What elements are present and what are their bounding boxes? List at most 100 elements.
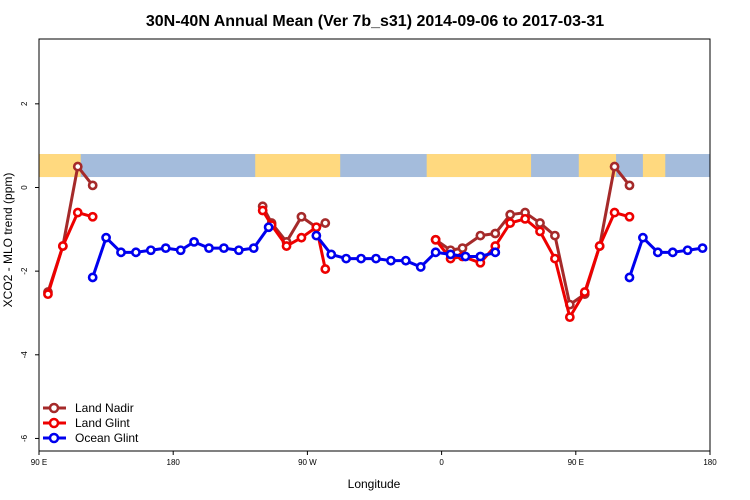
y-tick-label: 0 (20, 185, 29, 190)
data-point-ocean-glint (326, 249, 337, 260)
data-point-ocean-glint (248, 243, 259, 254)
x-axis-label: Longitude (348, 477, 401, 491)
data-point-ocean-glint (697, 243, 708, 254)
data-point-land-glint (296, 232, 307, 243)
y-tick-label: -2 (20, 267, 29, 275)
data-point-ocean-glint (667, 247, 678, 258)
series-line-land-nadir (434, 165, 631, 307)
x-tick-label: 90 W (298, 458, 317, 467)
data-point-land-glint (311, 222, 322, 233)
data-point-ocean-glint (430, 247, 441, 258)
legend-label-ocean-glint: Ocean Glint (75, 431, 139, 445)
map-land-4 (642, 154, 666, 178)
y-tick-label: -4 (20, 351, 29, 359)
data-point-ocean-glint (356, 253, 366, 264)
data-point-ocean-glint (160, 243, 171, 254)
data-point-land-glint (430, 234, 441, 245)
data-point-land-glint (87, 211, 98, 222)
data-point-ocean-glint (87, 272, 98, 283)
data-point-land-nadir (624, 180, 635, 191)
data-point-ocean-glint (175, 245, 186, 256)
data-point-land-nadir (475, 230, 486, 241)
legend: Land Nadir Land Glint Ocean Glint (43, 401, 139, 445)
data-point-ocean-glint (638, 232, 648, 243)
data-point-ocean-glint (263, 222, 274, 233)
data-point-land-nadir (505, 209, 516, 220)
data-point-ocean-glint (116, 247, 126, 258)
data-point-ocean-glint (490, 247, 501, 258)
x-tick-label: 90 E (31, 458, 47, 467)
data-point-land-glint (579, 287, 590, 297)
data-point-land-glint (609, 207, 620, 218)
series-line-land-glint (434, 211, 630, 319)
data-point-ocean-glint (652, 247, 663, 258)
data-point-ocean-glint (218, 243, 229, 254)
map-land-0 (39, 154, 81, 178)
data-point-ocean-glint (311, 230, 322, 241)
data-point-ocean-glint (475, 251, 486, 262)
series-line-land-glint (46, 211, 94, 295)
series-line-ocean-glint (628, 236, 703, 278)
map-strip (39, 154, 710, 178)
data-point-land-glint (43, 289, 53, 300)
data-point-land-nadir (296, 211, 307, 222)
data-point-land-glint (564, 312, 575, 323)
map-ocean (39, 154, 710, 178)
data-point-land-glint (320, 264, 331, 274)
legend-label-land-nadir: Land Nadir (75, 401, 134, 415)
chart-title: 30N-40N Annual Mean (Ver 7b_s31) 2014-09… (146, 13, 604, 30)
data-point-land-glint (257, 205, 268, 216)
data-point-land-glint (550, 253, 560, 264)
data-point-ocean-glint (341, 253, 352, 264)
data-point-ocean-glint (189, 236, 199, 247)
y-axis-label: XCO2 - MLO trend (ppm) (1, 173, 15, 308)
data-point-land-nadir (550, 230, 560, 241)
data-point-land-glint (72, 207, 83, 218)
data-point-ocean-glint (233, 245, 244, 256)
data-point-land-glint (520, 213, 531, 224)
data-point-ocean-glint (415, 262, 426, 272)
data-point-land-nadir (320, 218, 331, 228)
data-point-land-glint (57, 241, 68, 251)
x-tick-label: 0 (439, 458, 444, 467)
data-point-land-nadir (609, 161, 620, 172)
data-point-land-glint (505, 218, 516, 228)
plot-frame (38, 38, 711, 452)
series-ocean-glint (87, 222, 708, 283)
data-point-ocean-glint (445, 249, 456, 260)
data-point-land-nadir (457, 243, 468, 254)
data-point-ocean-glint (460, 251, 471, 262)
data-point-land-glint (281, 241, 292, 251)
data-point-ocean-glint (101, 232, 111, 243)
data-point-ocean-glint (145, 245, 156, 256)
legend-marker-ocean-glint (48, 432, 60, 444)
data-point-ocean-glint (624, 272, 635, 283)
data-point-ocean-glint (371, 253, 381, 264)
data-point-land-nadir (535, 218, 545, 228)
series-land-nadir (43, 161, 635, 310)
y-tick-label: -6 (20, 434, 29, 442)
map-land-3 (578, 154, 617, 178)
x-tick-label: 180 (167, 458, 181, 467)
x-tick-label: 90 E (568, 458, 584, 467)
data-point-ocean-glint (386, 255, 396, 266)
x-tick-label: 180 (703, 458, 717, 467)
data-point-ocean-glint (131, 247, 141, 258)
data-point-ocean-glint (400, 255, 411, 266)
legend-label-land-glint: Land Glint (75, 416, 130, 430)
legend-marker-land-glint (48, 417, 60, 429)
data-point-land-nadir (72, 161, 83, 172)
data-point-land-glint (535, 226, 545, 237)
data-point-land-glint (594, 241, 605, 251)
data-point-land-nadir (490, 228, 501, 239)
legend-marker-land-nadir (48, 402, 60, 414)
data-point-ocean-glint (204, 243, 214, 254)
data-point-land-glint (624, 211, 635, 222)
data-point-ocean-glint (682, 245, 693, 256)
map-land-1 (255, 154, 341, 178)
map-land-2 (426, 154, 532, 178)
data-point-land-nadir (87, 180, 98, 191)
series-layer (43, 161, 708, 323)
axis-ticks: 90 E 180 90 W 0 90 E 180 2 0 -2 -4 -6 (20, 101, 717, 467)
